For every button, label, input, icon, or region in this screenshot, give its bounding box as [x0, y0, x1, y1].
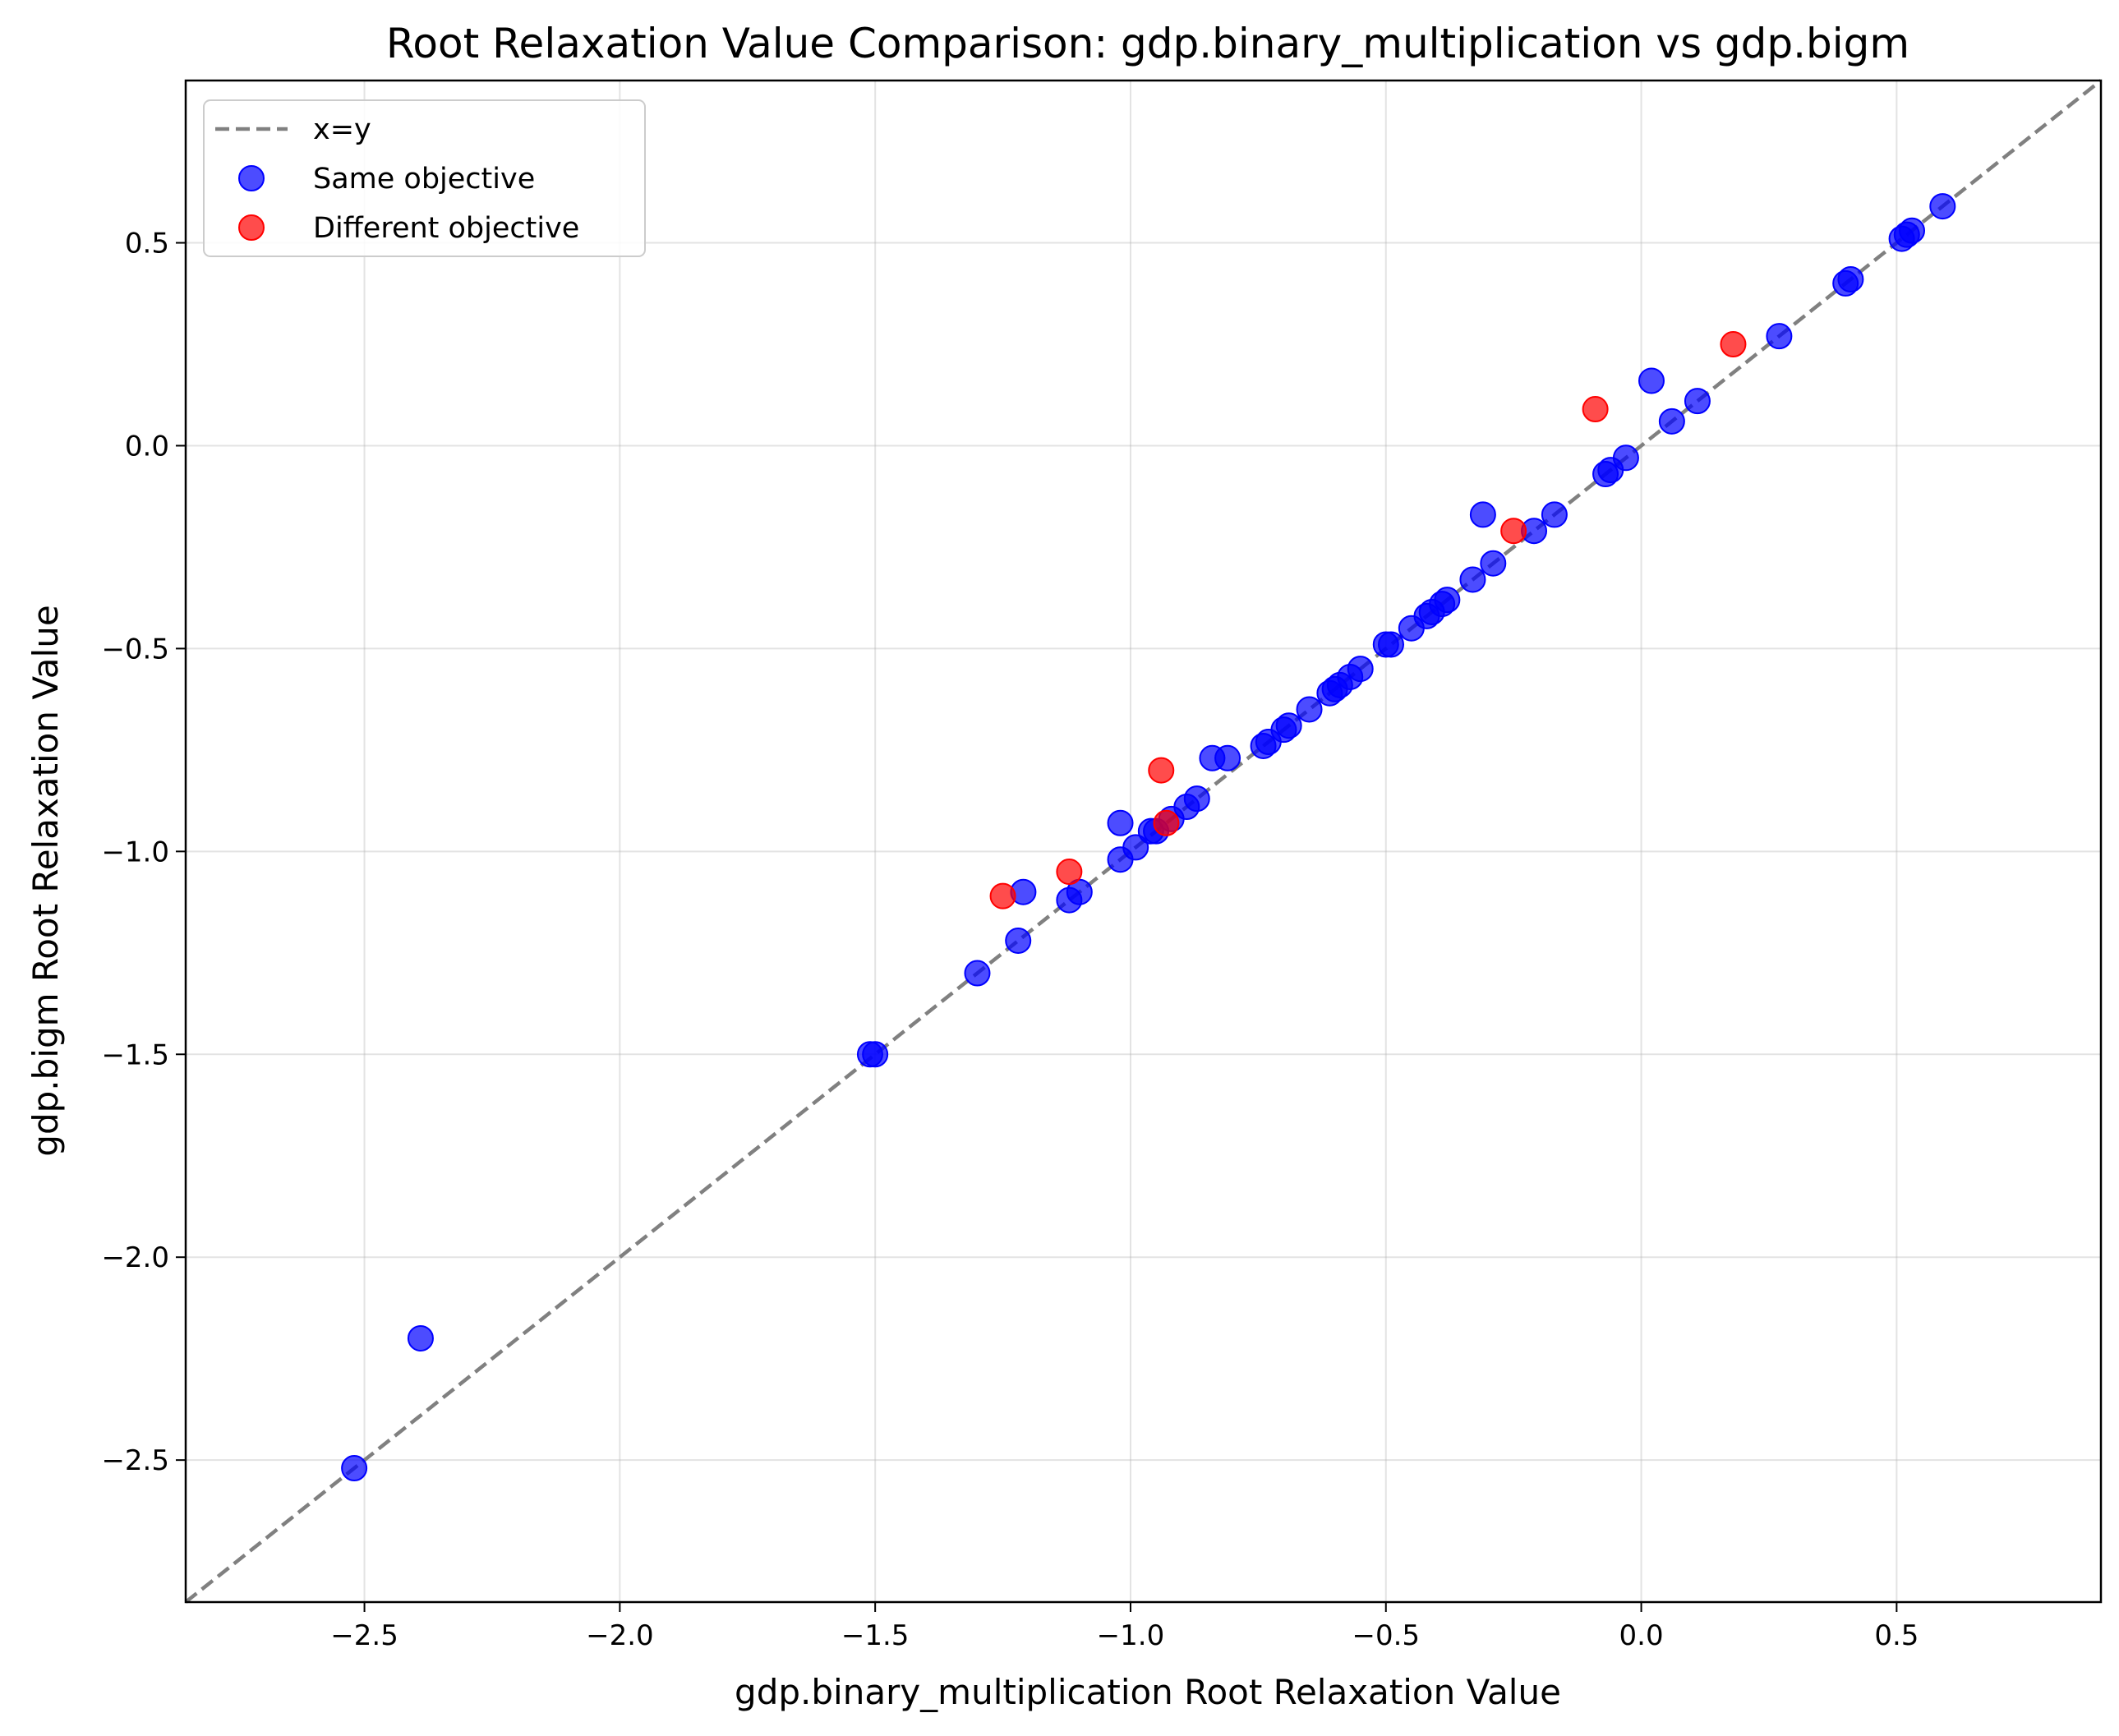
data-point	[1469, 501, 1496, 528]
x-tick-label: −1.0	[1097, 1619, 1165, 1652]
data-point	[1347, 656, 1374, 683]
data-point	[1582, 396, 1609, 423]
y-tick-label: 0.5	[125, 228, 169, 260]
data-point	[1459, 566, 1486, 593]
legend-marker-same	[238, 165, 265, 191]
y-tick-label: −1.5	[101, 1038, 169, 1071]
series-same-objective	[341, 193, 1956, 1482]
x-tick-label: −2.0	[586, 1619, 654, 1652]
x-tick-label: 0.5	[1874, 1619, 1919, 1652]
y-tick-label: 0.0	[125, 430, 169, 463]
data-point	[1500, 518, 1527, 545]
y-tick-label: −1.0	[101, 836, 169, 868]
data-point	[1480, 550, 1507, 577]
series-different-objective	[989, 331, 1747, 909]
chart-title: Root Relaxation Value Comparison: gdp.bi…	[386, 20, 1909, 67]
data-point	[1107, 809, 1134, 836]
data-point	[1153, 809, 1180, 836]
data-point	[964, 960, 991, 987]
data-point	[1638, 367, 1665, 394]
data-point	[1148, 757, 1175, 784]
y-tick-label: −2.5	[101, 1444, 169, 1477]
data-point	[1766, 323, 1793, 350]
data-point	[1541, 501, 1568, 528]
x-tick-label: −0.5	[1352, 1619, 1420, 1652]
x-tick-label: −1.5	[841, 1619, 910, 1652]
data-point	[1056, 859, 1083, 886]
data-point	[1899, 217, 1926, 244]
x-tick-label: 0.0	[1619, 1619, 1664, 1652]
plot-frame	[184, 79, 2103, 1604]
data-point	[1684, 388, 1711, 415]
data-point	[989, 882, 1016, 909]
data-point	[1720, 331, 1747, 358]
data-point	[1658, 408, 1685, 435]
y-tick-label: −2.0	[101, 1241, 169, 1274]
data-point	[341, 1455, 368, 1482]
data-point	[407, 1324, 434, 1352]
x-tick-label: −2.5	[330, 1619, 398, 1652]
data-point	[1612, 444, 1639, 472]
data-point	[1296, 696, 1323, 723]
data-point	[1122, 834, 1149, 861]
data-point	[1183, 785, 1210, 813]
data-point	[1275, 712, 1302, 739]
legend-label-different: Different objective	[313, 212, 579, 245]
data-point	[1005, 927, 1032, 954]
legend-label-reference: x=y	[313, 113, 371, 146]
data-point	[1214, 744, 1241, 771]
y-tick-label: −0.5	[101, 633, 169, 665]
data-point	[1837, 265, 1864, 292]
data-point	[1434, 587, 1461, 614]
data-points	[341, 193, 1956, 1482]
y-axis-label: gdp.bigm Root Relaxation Value	[25, 605, 66, 1156]
grid-lines	[186, 81, 2101, 1602]
data-point	[1929, 193, 1956, 220]
legend-box	[203, 99, 646, 257]
legend: x=y Same objective Different objective	[203, 99, 646, 257]
legend-marker-different	[238, 214, 265, 241]
legend-label-same: Same objective	[313, 163, 535, 196]
x-axis-label: gdp.binary_multiplication Root Relaxatio…	[735, 1672, 1561, 1712]
data-point	[862, 1041, 889, 1068]
data-point	[1377, 631, 1404, 658]
axis-ticks: −2.5 −2.0 −1.5 −1.0 −0.5 0.0 0.5 −2.5 −2.0 −1.5 −1…	[101, 228, 1919, 1652]
